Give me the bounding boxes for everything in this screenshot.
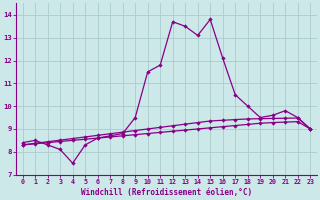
X-axis label: Windchill (Refroidissement éolien,°C): Windchill (Refroidissement éolien,°C) (81, 188, 252, 197)
